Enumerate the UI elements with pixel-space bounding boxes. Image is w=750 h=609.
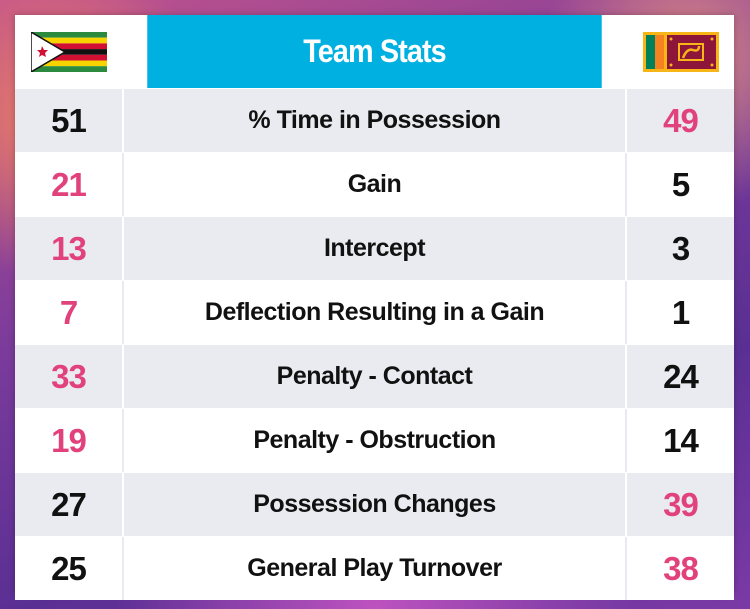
left-team-value: 27 (15, 473, 122, 536)
zimbabwe-flag-icon (30, 31, 107, 72)
stat-row: 27 Possession Changes 39 (15, 472, 734, 536)
stats-header: Team Stats (15, 15, 734, 88)
left-team-value: 19 (15, 409, 122, 472)
stat-label: Penalty - Contact (122, 345, 627, 408)
stat-row: 51 % Time in Possession 49 (15, 88, 734, 152)
stat-row: 25 General Play Turnover 38 (15, 536, 734, 600)
right-team-value: 1 (627, 281, 734, 344)
right-team-value: 39 (627, 473, 734, 536)
left-team-flag-cell (15, 15, 122, 88)
left-team-value: 21 (15, 153, 122, 216)
right-team-value: 24 (627, 345, 734, 408)
stats-title: Team Stats (147, 15, 602, 88)
stat-row: 33 Penalty - Contact 24 (15, 344, 734, 408)
left-team-value: 25 (15, 537, 122, 600)
stat-row: 13 Intercept 3 (15, 216, 734, 280)
left-team-value: 33 (15, 345, 122, 408)
stat-label: Possession Changes (122, 473, 627, 536)
stat-label: % Time in Possession (122, 89, 627, 152)
stat-label: Intercept (122, 217, 627, 280)
stats-rows: 51 % Time in Possession 49 21 Gain 5 13 … (15, 88, 734, 600)
right-team-value: 38 (627, 537, 734, 600)
right-team-value: 14 (627, 409, 734, 472)
stat-row: 19 Penalty - Obstruction 14 (15, 408, 734, 472)
right-team-flag-cell (627, 15, 734, 88)
stat-label: General Play Turnover (122, 537, 627, 600)
stat-label: Deflection Resulting in a Gain (122, 281, 627, 344)
stat-label: Gain (122, 153, 627, 216)
right-team-value: 5 (627, 153, 734, 216)
right-team-value: 49 (627, 89, 734, 152)
stat-row: 21 Gain 5 (15, 152, 734, 216)
stat-row: 7 Deflection Resulting in a Gain 1 (15, 280, 734, 344)
left-team-value: 7 (15, 281, 122, 344)
team-stats-card: Team Stats 51 % Time in Possession 49 21 (15, 15, 734, 600)
left-team-value: 51 (15, 89, 122, 152)
sri-lanka-flag-icon (642, 31, 719, 72)
stat-label: Penalty - Obstruction (122, 409, 627, 472)
right-team-value: 3 (627, 217, 734, 280)
left-team-value: 13 (15, 217, 122, 280)
